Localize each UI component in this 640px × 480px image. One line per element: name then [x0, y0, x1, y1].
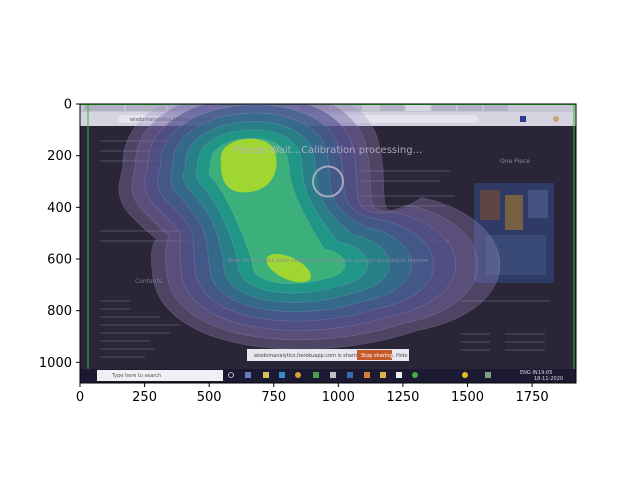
browser-url: wisdomanalytics.herokuapp.com	[130, 117, 212, 123]
taskbar-search-placeholder: Type here to search	[111, 373, 161, 379]
y-tick-label: 600	[47, 253, 72, 268]
y-tick-label: 400	[47, 201, 72, 216]
x-tick-label: 1000	[322, 390, 355, 405]
x-tick-label: 1500	[451, 390, 484, 405]
taskbar-date: 18-11-2020	[534, 376, 563, 382]
plot-area: wisdomanalytics.herokuapp.com	[80, 104, 576, 383]
y-tick-label: 0	[64, 98, 72, 113]
x-tick-label: 1250	[386, 390, 419, 405]
sidebar-heading: One Piece	[500, 158, 530, 165]
y-axis: 0 200 400 600 800 1000	[39, 98, 80, 371]
axes-frame	[79, 103, 577, 384]
taskbar-search[interactable]	[97, 370, 223, 381]
x-tick-label: 0	[76, 390, 84, 405]
density-peak-core	[266, 253, 311, 283]
calibration-hint: Keep the head still while calibrating fo…	[228, 258, 428, 264]
density-peak-core	[220, 138, 277, 193]
stop-sharing-label: Stop sharing	[361, 353, 393, 359]
stop-sharing-button[interactable]	[357, 350, 392, 360]
left-heading: Contents	[135, 278, 162, 285]
sharing-notice-text: wisdomanalytics.herokuapp.com is sharing…	[254, 353, 395, 359]
y-tick-label: 800	[47, 304, 72, 319]
hide-label[interactable]: Hide	[396, 353, 407, 359]
gaze-marker	[312, 165, 344, 198]
y-tick-label: 200	[47, 149, 72, 164]
x-tick-label: 750	[261, 390, 286, 405]
density-contours	[118, 104, 501, 350]
x-tick-label: 250	[132, 390, 157, 405]
taskbar-lang: ENG IN	[520, 370, 538, 376]
taskbar-icons	[228, 372, 491, 378]
x-tick-label: 1750	[516, 390, 549, 405]
taskbar-time: 19:05	[538, 370, 552, 376]
x-tick-label: 500	[197, 390, 222, 405]
calibration-message: Please Wait...Calibration processing...	[234, 145, 422, 156]
y-tick-label: 1000	[39, 356, 72, 371]
x-axis: 0 250 500 750 1000 1250 1500 1750	[76, 383, 549, 405]
